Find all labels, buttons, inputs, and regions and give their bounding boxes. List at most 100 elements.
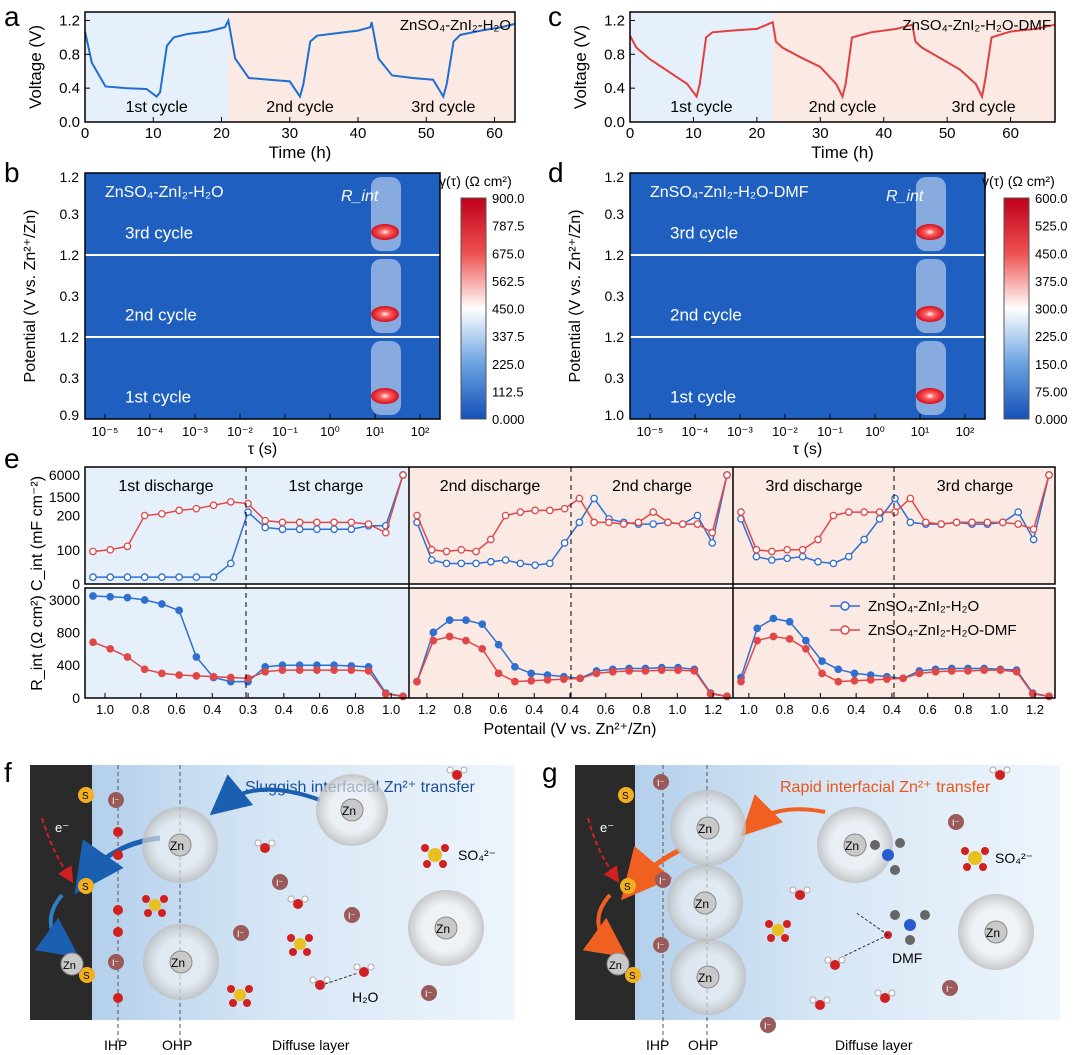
cint-point [89,547,97,556]
water-molecule [874,989,896,1003]
cint-point [89,573,97,582]
electron-label: e⁻ [600,820,614,835]
water-molecule [353,963,375,977]
x-tick-label: 1.0 [990,702,1008,717]
drt-peak [370,224,399,241]
svg-text:I⁻: I⁻ [657,778,665,788]
cint-point [347,518,356,527]
cint-tick-label: 0 [72,576,80,592]
cint-point [906,518,915,527]
rint-point [445,632,454,641]
svg-text:I⁻: I⁻ [952,818,960,828]
cint-point [175,573,183,582]
rint-point [106,644,115,653]
segment-title: 2nd discharge [440,478,541,495]
x-tick-label: 20 [749,125,766,142]
panel-letter-c: c [548,1,562,32]
zinc-atom: Zn [606,952,630,976]
x-tick-label: 10⁻² [227,424,253,439]
cint-point [875,515,884,523]
x-tick-label: 0 [81,125,89,142]
rint-point [543,676,552,684]
svg-text:Zn: Zn [170,839,184,853]
svg-text:S: S [83,971,90,982]
rint-point [769,614,778,623]
cint-point [649,520,658,528]
cint-point [516,559,525,568]
cint-point [693,520,702,528]
cint-point [192,504,201,513]
rint-point [753,636,762,645]
colorbar-tick-label: 0.000 [492,412,525,427]
cint-point [209,573,218,582]
hydrogen-bond [839,934,889,959]
solvation-shell: Zn [316,774,388,846]
cint-point [693,511,702,520]
x-tick-label: 0 [626,125,634,142]
rint-point [947,667,956,675]
water-molecule [989,766,1011,780]
cint-point [575,518,584,527]
cint-point [472,559,480,568]
cint-point [192,573,201,582]
rint-point [1028,690,1037,698]
cycle-label: 2nd cycle [125,306,197,325]
cycle-label: 3rd cycle [670,224,738,243]
x-tick-label: 0.8 [954,702,972,717]
cint-point [708,528,717,537]
cint-point [175,506,183,515]
annotation-label: ZnSO₄-ZnI₂-H₂O [105,184,224,201]
rint-tick-label: 0 [72,690,80,706]
x-tick-label: 10⁻² [772,424,798,439]
iodide-ion: I⁻ [653,774,669,790]
solvation-shell: Zn [408,890,484,966]
rint-point [834,665,843,674]
cint-point [634,518,643,527]
rint-point [478,620,487,629]
voltage-curve [629,20,1056,100]
x-tick-label: 0.8 [346,702,364,717]
rint-point [89,638,97,647]
rint-point [818,669,826,678]
rint-point [706,690,715,698]
solvation-shell: Zn [142,807,218,883]
cycle-label: 2nd cycle [266,99,334,116]
cint-point [814,535,822,544]
panel-f-schematic: Sluggish interfacial Zn²⁺ transfer e⁻ Zn… [30,765,515,1053]
sulfate-label: SO₄²⁻ [458,847,496,863]
x-tick-label: 10⁰ [320,424,340,439]
y-tick-label: 1.2 [60,329,80,345]
solvation-shell: Zn [958,894,1034,970]
x-tick-label: 0.6 [167,702,185,717]
deposition-arrow [34,893,79,958]
svg-text:I⁻: I⁻ [946,984,954,994]
transfer-arrow [740,793,826,837]
rint-point [674,666,682,674]
transfer-arrow [621,845,682,901]
colorbar-tick-label: 787.5 [492,219,525,234]
y-tick-label: 0.4 [59,80,80,97]
y-axis-label: Voltage (V) [26,25,45,109]
rint-point [295,666,304,674]
x-tick-label: 10 [685,125,702,142]
cint-point [531,506,539,515]
cint-point [158,573,166,582]
x-tick-label: 10⁻³ [182,424,208,439]
y-tick-label: 0.3 [605,206,625,222]
rint-point [429,628,438,637]
rint-point [381,690,390,698]
iodide-ion: I⁻ [948,814,964,830]
rint-point [140,596,149,604]
rint-point [106,592,115,601]
colorbar-tick-label: 337.5 [492,329,525,344]
cint-point [330,518,338,527]
x-tick-label: 0.4 [203,702,221,717]
rint-point [511,662,519,671]
segment-title: 3rd discharge [766,478,863,495]
y-tick-label: 1.2 [605,329,625,345]
rint-point [445,616,454,624]
cint-point [442,559,451,568]
cint-point [906,494,915,503]
cint-point [442,547,451,556]
y-tick-label: 0.0 [604,114,625,131]
